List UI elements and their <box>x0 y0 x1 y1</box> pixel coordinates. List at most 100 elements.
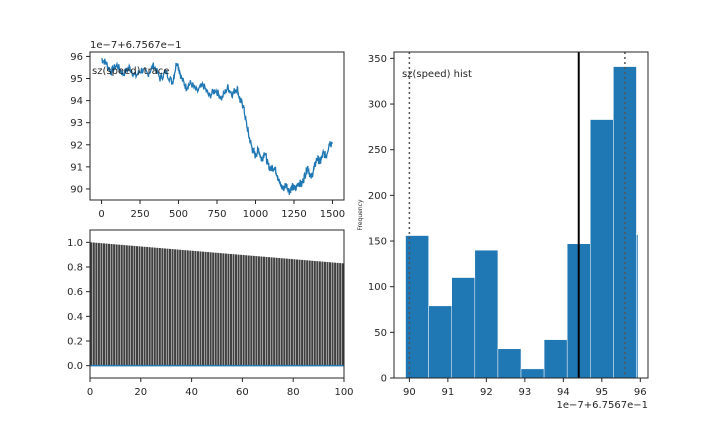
autocorrelation-y-tick-label: 0.4 <box>67 312 83 323</box>
autocorrelation-bar <box>334 262 337 366</box>
histogram-x-tick-label: 96 <box>634 387 647 398</box>
autocorrelation-bar <box>293 259 296 366</box>
autocorrelation-x-tick-label: 80 <box>287 387 300 398</box>
autocorrelation-bar <box>92 242 95 366</box>
autocorrelation-bar <box>268 257 271 366</box>
histogram-bar <box>474 249 499 379</box>
autocorrelation-bar <box>196 251 199 366</box>
histogram-offset-label: 1e−7+6.7567e−1 <box>556 400 648 411</box>
autocorrelation-bar <box>318 261 321 366</box>
histogram-y-tick-label: 150 <box>368 237 387 248</box>
autocorrelation-bar <box>130 245 133 366</box>
histogram-axes-frame <box>393 51 649 379</box>
autocorrelation-bar <box>110 244 113 366</box>
autocorrelation-bar <box>308 260 311 366</box>
trace-x-tick-label: 1000 <box>243 209 268 220</box>
autocorrelation-bar <box>242 255 245 366</box>
trace-x-tick-label: 500 <box>169 209 188 220</box>
autocorrelation-bar <box>321 261 324 366</box>
histogram-ticks: 90 91 92 93 94 95 96 0 50 100 150 200 250 300 350 <box>368 54 647 398</box>
autocorrelation-bar <box>135 246 138 366</box>
autocorrelation-bar <box>214 252 217 366</box>
autocorrelation-bar <box>184 250 187 366</box>
histogram-y-tick-label: 300 <box>368 100 387 111</box>
autocorrelation-x-tick-label: 60 <box>236 387 249 398</box>
autocorrelation-bar <box>273 257 276 366</box>
histogram-x-tick-label: 90 <box>403 387 416 398</box>
autocorrelation-bar <box>283 258 286 366</box>
autocorrelation-bar <box>237 254 240 366</box>
histogram-y-tick-label: 0 <box>381 374 387 385</box>
trace-y-tick-label: 94 <box>70 96 83 107</box>
histogram-x-tick-label: 92 <box>480 387 493 398</box>
autocorrelation-bar <box>255 256 258 366</box>
trace-ticks: 0 250 500 750 1000 1250 1500 90 91 92 93 94 95 96 <box>70 52 345 220</box>
autocorrelation-bar <box>280 258 283 366</box>
histogram-title: sz(speed) hist <box>402 69 472 80</box>
autocorrelation-x-tick-label: 20 <box>134 387 147 398</box>
autocorrelation-bar <box>245 255 248 366</box>
autocorrelation-bar <box>123 245 126 366</box>
autocorrelation-bar <box>341 263 344 366</box>
autocorrelation-y-tick-label: 1.0 <box>67 238 83 249</box>
autocorrelation-bar <box>265 256 268 366</box>
autocorrelation-bar <box>148 247 151 366</box>
histogram-y-tick-label: 250 <box>368 145 387 156</box>
autocorrelation-bar <box>191 250 194 366</box>
autocorrelation-bar <box>141 246 144 366</box>
trace-x-tick-label: 1250 <box>281 209 306 220</box>
autocorrelation-bar <box>161 248 164 366</box>
autocorrelation-bar <box>303 260 306 366</box>
trace-y-tick-label: 93 <box>70 118 83 129</box>
autocorrelation-bar <box>298 259 301 366</box>
histogram-bar <box>405 235 429 379</box>
autocorrelation-bar <box>240 254 243 366</box>
autocorrelation-bar <box>174 249 177 366</box>
autocorrelation-bar <box>331 262 334 366</box>
autocorrelation-bar <box>138 246 141 366</box>
trace-y-tick-label: 90 <box>70 184 83 195</box>
autocorrelation-bar <box>222 253 225 366</box>
autocorrelation-bar <box>232 254 235 366</box>
autocorrelation-bar <box>156 247 159 366</box>
autocorrelation-bar <box>262 256 265 366</box>
autocorrelation-bar <box>151 247 154 366</box>
autocorrelation-bar <box>179 249 182 366</box>
histogram-reference-lines <box>408 52 626 378</box>
autocorrelation-bar <box>186 250 189 366</box>
autocorrelation-bar <box>176 249 179 366</box>
autocorrelation-bar <box>270 257 273 366</box>
autocorrelation-bar <box>285 258 288 366</box>
autocorrelation-bar <box>252 255 255 366</box>
autocorrelation-bar <box>326 262 329 366</box>
autocorrelation-bar <box>275 257 278 366</box>
autocorrelation-x-tick-label: 0 <box>87 387 93 398</box>
autocorrelation-bar <box>105 243 108 366</box>
trace-y-tick-label: 95 <box>70 74 83 85</box>
histogram-x-tick-label: 94 <box>557 387 570 398</box>
histogram-bar <box>497 348 522 379</box>
autocorrelation-bar <box>250 255 253 366</box>
autocorrelation-bar <box>181 249 184 366</box>
autocorrelation-bar <box>227 253 230 366</box>
autocorrelation-bar <box>199 251 202 366</box>
trace-title: sz(speed) trace <box>92 66 169 77</box>
autocorrelation-bar <box>125 245 128 366</box>
autocorrelation-bar <box>90 242 93 366</box>
autocorrelation-bar <box>278 258 281 366</box>
trace-y-tick-label: 91 <box>70 162 83 173</box>
autocorrelation-bar <box>171 249 174 366</box>
autocorrelation-bar <box>100 243 103 366</box>
autocorrelation-bar <box>143 246 146 366</box>
autocorrelation-ticks: 0 20 40 60 80 100 0.0 0.2 0.4 0.6 0.8 1.0 <box>67 238 353 398</box>
histogram-bar <box>636 234 639 379</box>
autocorrelation-bar <box>235 254 238 366</box>
histogram-x-tick-label: 93 <box>518 387 531 398</box>
trace-x-tick-label: 750 <box>207 209 226 220</box>
trace-y-tick-label: 92 <box>70 140 83 151</box>
autocorrelation-bar <box>247 255 250 366</box>
autocorrelation-bar <box>224 253 227 366</box>
autocorrelation-bar <box>219 253 222 366</box>
autocorrelation-bar <box>229 253 232 366</box>
